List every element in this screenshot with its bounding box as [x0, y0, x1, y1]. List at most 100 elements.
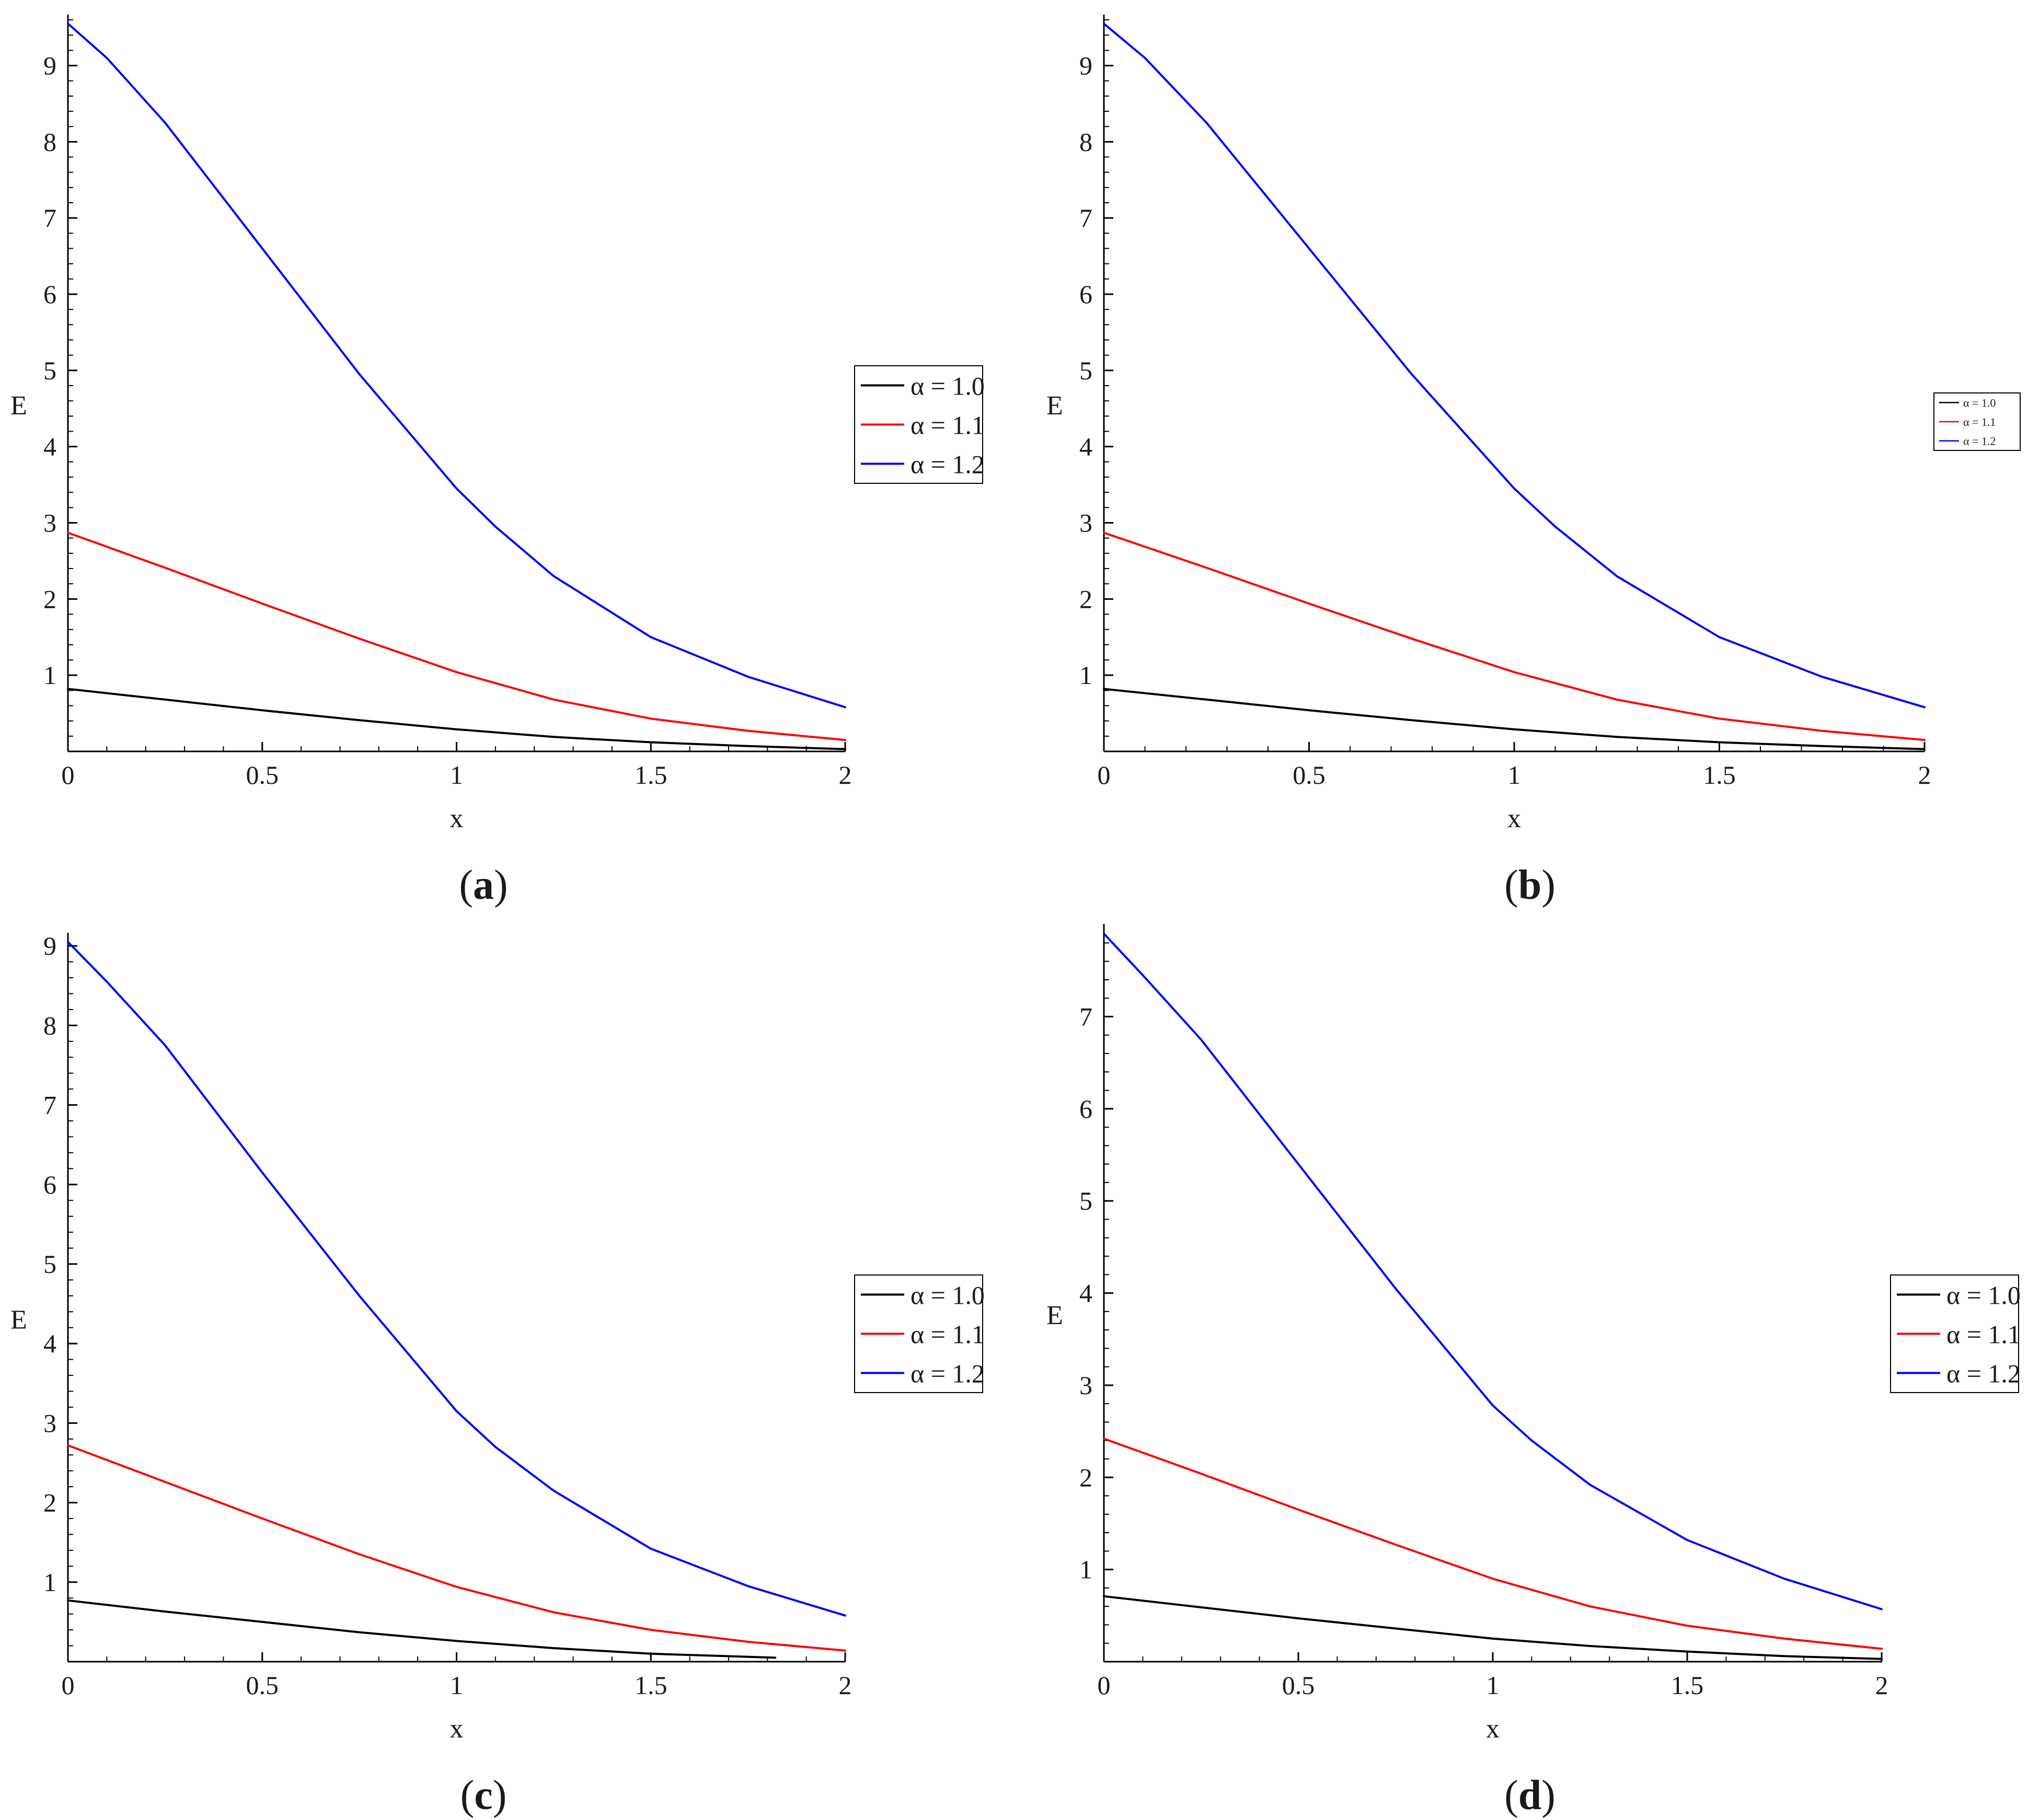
y-tick-label: 3 — [1079, 1371, 1092, 1400]
series-line-2 — [67, 1444, 846, 1652]
y-tick-label: 4 — [43, 432, 56, 461]
x-tick-label: 1.5 — [1671, 1671, 1704, 1700]
x-tick-label: 0.5 — [1282, 1671, 1315, 1700]
legend-label: α = 1.0 — [1963, 396, 1996, 409]
y-tick-label: 8 — [43, 1011, 56, 1040]
y-tick-label: 8 — [43, 127, 56, 156]
legend-label: α = 1.0 — [911, 372, 985, 401]
y-tick-label: 2 — [1079, 1463, 1092, 1492]
y-tick-label: 1 — [43, 1568, 56, 1597]
y-tick-label: 1 — [1079, 1555, 1092, 1584]
legend-label: α = 1.1 — [1963, 415, 1996, 428]
y-tick-label: 3 — [43, 1408, 56, 1438]
y-tick-label: 7 — [43, 1091, 56, 1120]
series-line-3 — [1103, 932, 1883, 1610]
x-tick-label: 1.5 — [1703, 760, 1736, 790]
legend: α = 1.0 α = 1.1 α = 1.2 — [854, 365, 985, 484]
caption-open: ( — [460, 1772, 475, 1818]
y-tick-label: 3 — [43, 508, 56, 538]
x-tick-label: 2 — [839, 760, 852, 790]
caption-letter: b — [1518, 862, 1542, 908]
x-axis-label: x — [450, 804, 464, 833]
caption-close: ) — [494, 862, 508, 908]
x-axis-label: x — [1486, 1714, 1500, 1744]
x-tick-label: 1 — [450, 760, 463, 790]
legend-label: α = 1.2 — [911, 1359, 985, 1388]
series-line-1 — [1103, 688, 1926, 750]
x-tick-label: 0 — [62, 760, 75, 790]
x-tick-label: 0 — [1098, 760, 1111, 790]
y-axis-label: E — [1046, 1301, 1063, 1330]
x-tick-label: 0 — [62, 1671, 75, 1700]
y-tick-label: 5 — [1079, 1186, 1092, 1215]
x-tick-label: 0 — [1098, 1671, 1111, 1700]
y-tick-label: 2 — [1079, 584, 1092, 613]
y-tick-label: 4 — [1079, 432, 1092, 461]
panel-d: 0 0.5 1 1.5 2 1 2 3 4 5 6 7 x Eα = 1.0 α = 1.1 α = 1.2 (… — [1046, 924, 2021, 1818]
y-tick-label: 9 — [43, 931, 56, 960]
caption-letter: a — [473, 862, 494, 908]
x-tick-label: 2 — [839, 1671, 852, 1700]
panel-caption: (a) — [459, 862, 508, 908]
y-tick-label: 5 — [43, 1249, 56, 1279]
caption-open: ( — [1504, 1772, 1518, 1818]
panel-caption: (b) — [1504, 862, 1555, 908]
series-line-1 — [67, 1599, 777, 1659]
x-tick-label: 0.5 — [246, 1671, 279, 1700]
y-axis-label: E — [10, 391, 27, 421]
series-line-3 — [67, 941, 846, 1617]
caption-close: ) — [1541, 1772, 1555, 1818]
y-tick-label: 1 — [1079, 660, 1092, 690]
legend: α = 1.0 α = 1.1 α = 1.2 — [854, 1274, 985, 1393]
series-line-2 — [67, 531, 846, 741]
y-axis-label: E — [10, 1305, 27, 1335]
x-tick-label: 0.5 — [1293, 760, 1326, 790]
y-tick-label: 4 — [1079, 1279, 1092, 1308]
series-line-2 — [1103, 531, 1926, 741]
caption-letter: d — [1518, 1772, 1542, 1818]
x-tick-label: 2 — [1875, 1671, 1888, 1700]
y-tick-label: 6 — [43, 1170, 56, 1199]
caption-letter: c — [474, 1772, 493, 1818]
legend-label: α = 1.1 — [911, 411, 985, 440]
x-axis-label: x — [450, 1714, 464, 1744]
panel-caption: (d) — [1504, 1772, 1555, 1818]
series-line-1 — [67, 688, 846, 750]
y-tick-label: 4 — [43, 1329, 56, 1358]
caption-open: ( — [459, 862, 473, 908]
y-tick-label: 3 — [1079, 508, 1092, 538]
legend-label: α = 1.1 — [1946, 1320, 2021, 1349]
y-tick-label: 7 — [43, 203, 56, 233]
caption-close: ) — [1541, 862, 1555, 908]
series-line-3 — [1103, 22, 1926, 709]
y-tick-label: 2 — [43, 1488, 56, 1517]
series-line-1 — [1103, 1595, 1883, 1660]
y-axis-label: E — [1046, 391, 1063, 421]
legend-label: α = 1.2 — [1963, 435, 1996, 448]
legend: α = 1.0 α = 1.1 α = 1.2 — [1890, 1274, 2021, 1393]
x-axis-label: x — [1507, 804, 1521, 833]
x-tick-label: 2 — [1918, 760, 1931, 790]
y-tick-label: 6 — [43, 280, 56, 309]
y-tick-label: 6 — [1079, 280, 1092, 309]
y-tick-label: 6 — [1079, 1094, 1092, 1123]
y-tick-label: 2 — [43, 584, 56, 613]
x-tick-label: 1 — [450, 1671, 463, 1700]
x-tick-label: 1.5 — [635, 760, 667, 790]
series-line-2 — [1103, 1438, 1883, 1650]
y-tick-label: 7 — [1079, 203, 1092, 233]
x-tick-label: 1 — [1487, 1671, 1500, 1700]
y-tick-label: 8 — [1079, 127, 1092, 156]
caption-close: ) — [493, 1772, 507, 1818]
y-tick-label: 5 — [43, 356, 56, 385]
y-tick-label: 5 — [1079, 356, 1092, 385]
legend-label: α = 1.0 — [1946, 1281, 2021, 1310]
caption-open: ( — [1504, 862, 1518, 908]
y-tick-label: 1 — [43, 660, 56, 690]
panel-caption: (c) — [460, 1772, 507, 1818]
legend: α = 1.0 α = 1.1 α = 1.2 — [1933, 392, 2021, 451]
